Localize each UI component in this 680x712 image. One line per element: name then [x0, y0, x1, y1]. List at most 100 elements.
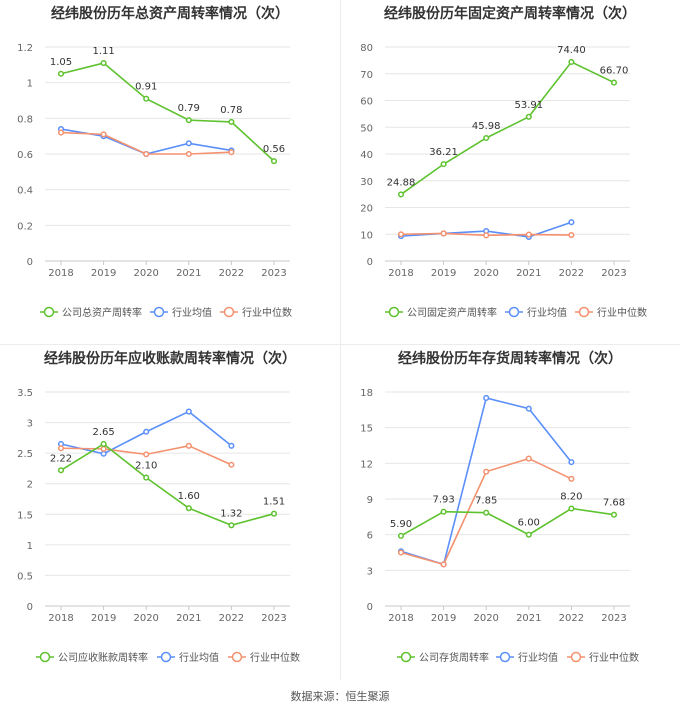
- legend-swatch-marker: [508, 306, 520, 318]
- company-point: [397, 191, 405, 198]
- y-tick-label: 70: [360, 70, 373, 81]
- x-tick-label: 2019: [431, 613, 456, 624]
- data-label: 6.00: [518, 518, 540, 529]
- median-point: [568, 475, 575, 482]
- company-point: [568, 58, 575, 66]
- x-tick-label: 2023: [601, 268, 626, 279]
- legend-item-company: 公司应收账款周转率: [36, 651, 148, 664]
- company-point: [525, 531, 532, 538]
- legend-item-avg: 行业均值: [150, 306, 212, 319]
- median-point: [440, 230, 447, 237]
- data-label: 1.60: [178, 491, 200, 502]
- avg-point: [100, 450, 107, 457]
- legend-label: 公司存货周转率: [419, 651, 489, 664]
- y-tick-label: 0: [27, 602, 33, 613]
- avg-point: [228, 442, 235, 449]
- x-tick-label: 2020: [133, 613, 158, 624]
- x-tick-label: 2022: [559, 613, 584, 624]
- median-point: [100, 445, 107, 452]
- y-tick-label: 80: [360, 43, 373, 54]
- company-point: [270, 158, 278, 165]
- legend-swatch-marker: [578, 306, 590, 318]
- legend-item-company: 公司存货周转率: [397, 651, 489, 664]
- company-series-line: [60, 442, 275, 527]
- y-tick-label: 1: [27, 79, 33, 90]
- avg-point: [143, 428, 150, 435]
- company-point: [228, 522, 235, 529]
- legend-swatch-marker: [223, 306, 235, 318]
- data-label: 1.32: [220, 508, 242, 519]
- y-tick-label: 1: [27, 541, 33, 552]
- y-tick-label: 2: [27, 480, 33, 491]
- chart-title: 经纬股份历年固定资产周转率情况（次）: [384, 5, 636, 22]
- legend-swatch-marker: [160, 651, 172, 663]
- company-series-line: [60, 62, 275, 162]
- legend-item-company: 公司总资产周转率: [40, 306, 142, 319]
- y-tick-label: 9: [367, 495, 373, 506]
- x-tick-label: 2020: [473, 613, 498, 624]
- x-tick-label: 2020: [473, 268, 498, 279]
- avg-series-line: [60, 128, 232, 155]
- legend-swatch-marker: [499, 651, 511, 663]
- x-tick-label: 2022: [219, 268, 244, 279]
- data-label: 66.70: [600, 66, 629, 77]
- median-point: [397, 549, 405, 556]
- data-label: 5.90: [390, 519, 412, 530]
- chart-title: 经纬股份历年存货周转率情况（次）: [398, 350, 622, 367]
- legend-item-median: 行业中位数: [575, 306, 647, 319]
- avg-point: [185, 408, 192, 415]
- y-tick-label: 0.5: [17, 571, 33, 582]
- y-tick-label: 60: [360, 97, 373, 108]
- y-tick-label: 0: [27, 257, 33, 268]
- company-point: [610, 511, 618, 518]
- x-tick-label: 2023: [261, 268, 286, 279]
- x-tick-label: 2021: [516, 268, 541, 279]
- y-tick-label: 30: [360, 177, 373, 188]
- legend-item-median: 行业中位数: [220, 306, 292, 319]
- data-label: 24.88: [387, 177, 416, 188]
- inventory-turnover-chart: 经纬股份历年存货周转率情况（次） 0 3 6 9 12 15 18 2018 2019 2020 20…: [360, 350, 639, 664]
- data-label: 74.40: [557, 45, 586, 56]
- median-point: [440, 561, 447, 568]
- legend-label: 公司总资产周转率: [62, 306, 142, 319]
- y-tick-label: 1.2: [17, 43, 33, 54]
- legend-item-avg: 行业均值: [157, 651, 219, 664]
- median-point: [525, 231, 532, 238]
- data-label: 1.11: [92, 46, 114, 57]
- median-point: [100, 131, 107, 138]
- avg-series-line: [400, 396, 573, 566]
- legend-label: 行业均值: [527, 306, 567, 319]
- avg-point: [525, 405, 532, 412]
- median-point: [57, 129, 65, 136]
- company-point: [397, 532, 405, 539]
- company-point: [100, 440, 107, 448]
- x-tick-label: 2019: [431, 268, 456, 279]
- y-tick-label: 50: [360, 123, 373, 134]
- legend-label: 行业中位数: [597, 306, 647, 319]
- data-label: 2.65: [92, 427, 114, 438]
- legend-label: 行业均值: [179, 651, 219, 664]
- legend-label: 公司应收账款周转率: [58, 651, 148, 664]
- median-point: [185, 442, 192, 449]
- data-label: 0.91: [135, 82, 157, 93]
- data-label: 2.10: [135, 461, 157, 472]
- median-point: [143, 451, 150, 458]
- data-label: 1.51: [263, 497, 285, 508]
- legend-label: 行业均值: [172, 306, 212, 319]
- avg-point: [568, 459, 575, 466]
- y-tick-label: 15: [360, 424, 373, 435]
- median-series-line: [60, 131, 232, 155]
- legend-label: 行业中位数: [242, 306, 292, 319]
- legend-item-avg: 行业均值: [496, 651, 558, 664]
- x-tick-label: 2022: [219, 613, 244, 624]
- horizontal-divider: [0, 344, 680, 345]
- company-point: [185, 117, 192, 124]
- legend-label: 行业中位数: [589, 651, 639, 664]
- legend-item-median: 行业中位数: [228, 651, 300, 664]
- company-point: [440, 508, 447, 515]
- company-point: [483, 134, 490, 142]
- total-asset-turnover-chart: 经纬股份历年总资产周转率情况（次） 0 0.2 0.4 0.6 0.8 1 1.2 2018 20…: [17, 5, 292, 319]
- x-tick-label: 2021: [176, 613, 201, 624]
- x-tick-label: 2018: [388, 613, 413, 624]
